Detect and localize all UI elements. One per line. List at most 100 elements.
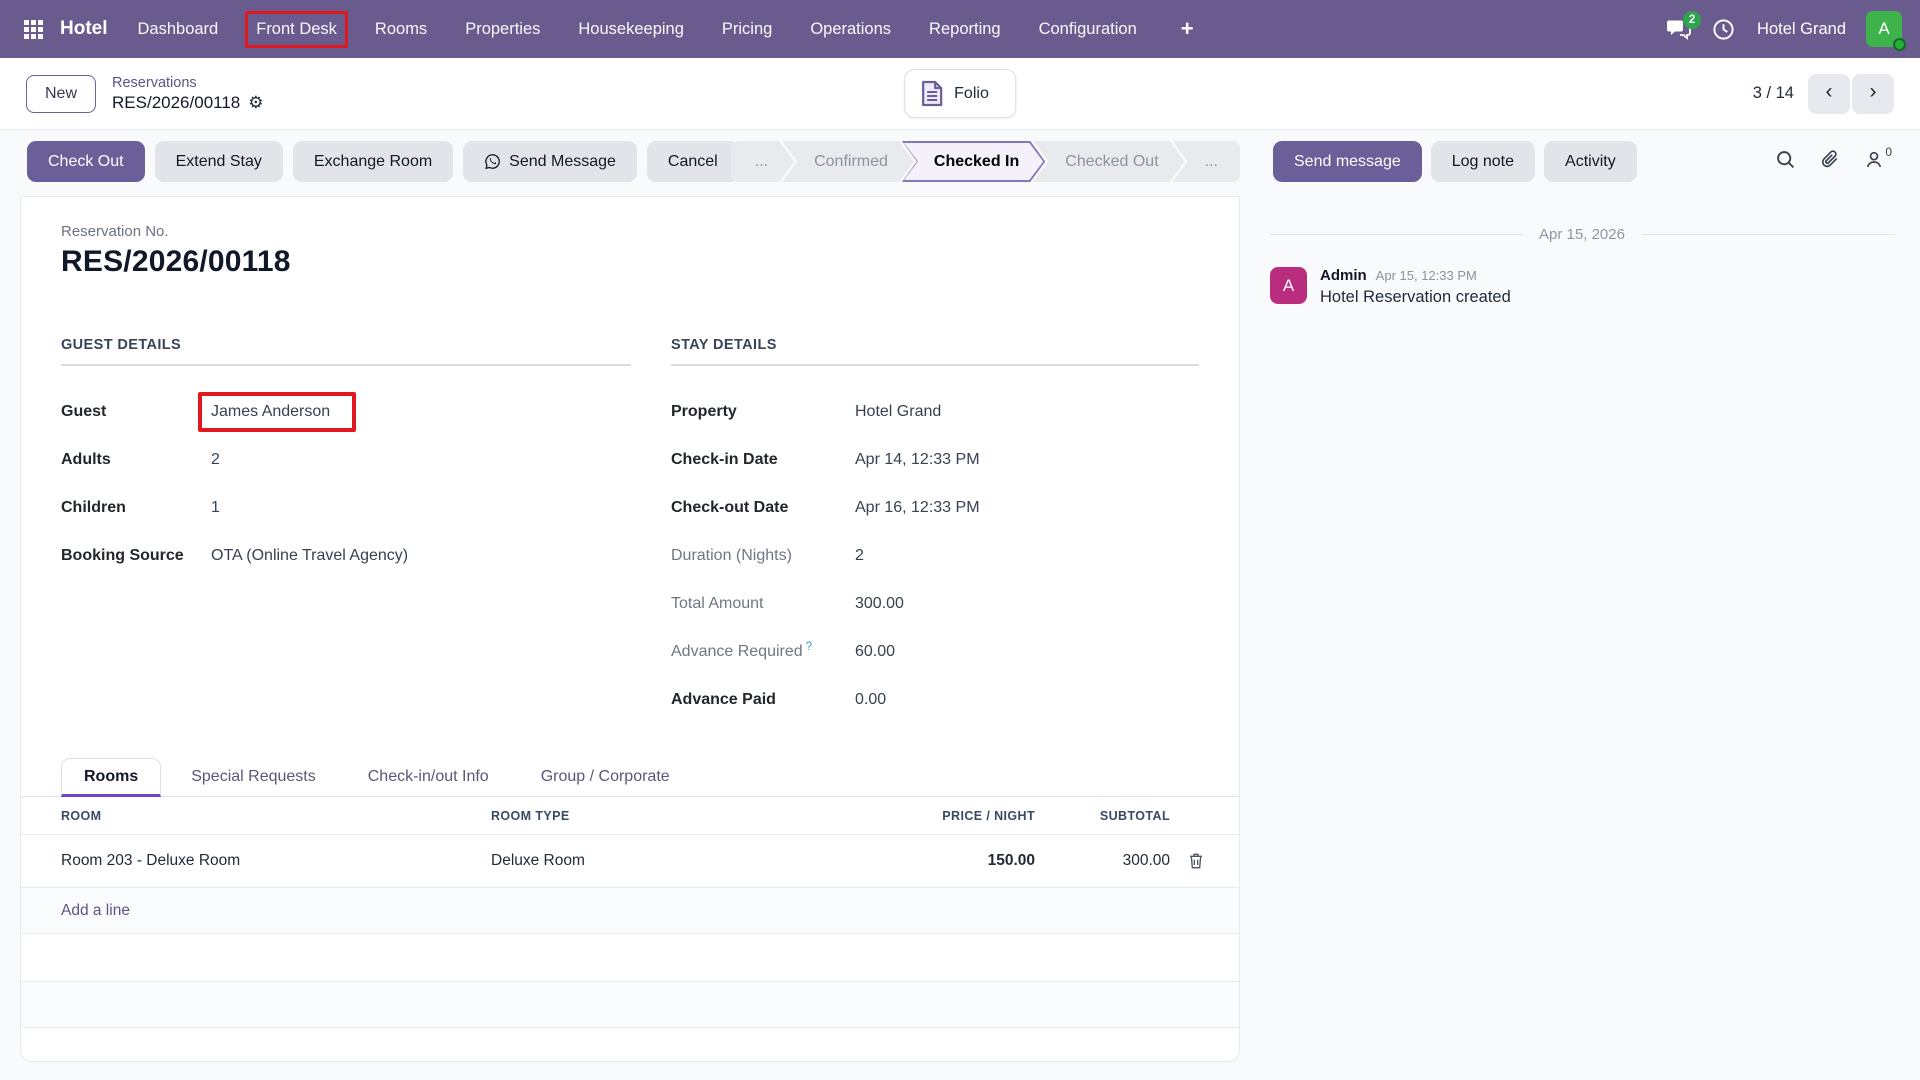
- room-cell[interactable]: Room 203 - Deluxe Room: [61, 852, 241, 869]
- menu-reporting[interactable]: Reporting: [929, 19, 1001, 38]
- menu-housekeeping[interactable]: Housekeeping: [578, 19, 684, 38]
- field-check-out-date: Check-out Date Apr 16, 12:33 PM: [671, 488, 1199, 528]
- price-night-column-header: PRICE / NIGHT: [942, 808, 1035, 823]
- booking-source-value[interactable]: OTA (Online Travel Agency): [211, 547, 409, 564]
- top-navbar: Hotel Dashboard Front Desk Rooms Propert…: [0, 0, 1920, 58]
- breadcrumb-reservations-link[interactable]: Reservations: [112, 74, 197, 91]
- message-body: Hotel Reservation created: [1320, 288, 1511, 306]
- reservation-no-label: Reservation No.: [61, 223, 169, 240]
- tab-rooms[interactable]: Rooms: [61, 758, 162, 797]
- chatter-send-message-button[interactable]: Send message: [1273, 141, 1422, 182]
- help-question-icon[interactable]: ?: [805, 641, 813, 653]
- folio-document-icon: [921, 80, 943, 107]
- property-value[interactable]: Hotel Grand: [855, 403, 942, 420]
- send-message-whatsapp-button[interactable]: Send Message: [463, 141, 637, 182]
- status-step-confirmed[interactable]: Confirmed: [782, 141, 914, 182]
- menu-dashboard[interactable]: Dashboard: [137, 19, 219, 38]
- field-property: Property Hotel Grand: [671, 392, 1199, 432]
- message-timestamp: Apr 15, 12:33 PM: [1375, 268, 1477, 283]
- field-advance-paid: Advance Paid 0.00: [671, 680, 1199, 720]
- message-count-badge: 2: [1683, 11, 1702, 29]
- room-type-column-header: ROOM TYPE: [491, 808, 570, 823]
- gear-icon[interactable]: ⚙: [248, 92, 264, 112]
- send-message-whatsapp-label: Send Message: [509, 152, 616, 170]
- status-step-left-ellipsis[interactable]: ...: [731, 141, 794, 182]
- notebook-tabs: Rooms Special Requests Check-in/out Info…: [21, 758, 1239, 797]
- menu-rooms[interactable]: Rooms: [374, 19, 428, 38]
- guest-name-value[interactable]: James Anderson: [198, 392, 357, 432]
- field-total-amount: Total Amount 300.00: [671, 584, 1199, 624]
- children-value[interactable]: 1: [211, 499, 220, 516]
- status-step-checked-out[interactable]: Checked Out: [1033, 141, 1184, 182]
- guest-details-section: GUEST DETAILS Guest James Anderson Adult…: [61, 337, 631, 728]
- pager-next-button[interactable]: ›: [1852, 73, 1894, 114]
- chatter-activity-button[interactable]: Activity: [1544, 141, 1637, 182]
- empty-table-row: [21, 982, 1239, 1028]
- extend-stay-button[interactable]: Extend Stay: [154, 141, 283, 182]
- chatter-log-note-button[interactable]: Log note: [1430, 141, 1536, 182]
- app-name[interactable]: Hotel: [60, 18, 108, 39]
- user-status-dot: [1893, 38, 1906, 51]
- folio-button-label: Folio: [954, 84, 989, 102]
- followers-icon[interactable]: 0: [1864, 145, 1892, 170]
- menu-properties[interactable]: Properties: [465, 19, 541, 38]
- add-a-line-link[interactable]: Add a line: [21, 888, 1239, 934]
- field-advance-required: Advance Required? 60.00: [671, 632, 1199, 672]
- delete-row-trash-icon[interactable]: [1170, 852, 1204, 870]
- messages-icon[interactable]: 2: [1666, 11, 1702, 40]
- control-panel: New Reservations RES/2026/00118 ⚙ Folio …: [0, 58, 1920, 130]
- annotation-guest-name: [198, 392, 357, 432]
- room-type-cell[interactable]: Deluxe Room: [491, 852, 585, 869]
- check-in-date-label: Check-in Date: [671, 451, 778, 468]
- apps-grid-icon[interactable]: [14, 10, 52, 48]
- new-button[interactable]: New: [26, 74, 97, 113]
- user-avatar[interactable]: A: [1866, 11, 1906, 51]
- check-out-date-value[interactable]: Apr 16, 12:33 PM: [855, 499, 980, 516]
- field-booking-source: Booking Source OTA (Online Travel Agency…: [61, 536, 631, 576]
- tab-special-requests[interactable]: Special Requests: [191, 768, 316, 785]
- adults-value[interactable]: 2: [211, 451, 220, 468]
- user-avatar-initial: A: [1878, 19, 1890, 38]
- menu-operations[interactable]: Operations: [810, 19, 892, 38]
- room-table-row[interactable]: Room 203 - Deluxe Room Deluxe Room 150.0…: [21, 835, 1239, 888]
- menu-configuration[interactable]: Configuration: [1038, 19, 1137, 38]
- cancel-button[interactable]: Cancel: [646, 141, 739, 182]
- booking-source-label: Booking Source: [61, 547, 184, 564]
- company-name[interactable]: Hotel Grand: [1757, 19, 1846, 38]
- reservation-number-title: RES/2026/00118: [61, 245, 291, 278]
- field-duration-nights: Duration (Nights) 2: [671, 536, 1199, 576]
- menu-pricing[interactable]: Pricing: [721, 19, 773, 38]
- add-menu-icon[interactable]: +: [1180, 16, 1194, 41]
- attachment-paperclip-icon[interactable]: [1820, 148, 1840, 170]
- menu-front-desk[interactable]: Front Desk: [245, 10, 348, 48]
- rooms-table-header: ROOM ROOM TYPE PRICE / NIGHT SUBTOTAL: [21, 797, 1239, 835]
- subtotal-cell: 300.00: [1122, 852, 1170, 869]
- pager-previous-button[interactable]: ‹: [1808, 73, 1850, 114]
- advance-paid-value[interactable]: 0.00: [855, 691, 887, 708]
- price-night-cell[interactable]: 150.00: [987, 852, 1035, 869]
- activity-clock-icon[interactable]: [1712, 18, 1735, 41]
- field-children: Children 1: [61, 488, 631, 528]
- status-step-checked-in[interactable]: Checked In: [902, 141, 1045, 182]
- total-amount-label: Total Amount: [671, 595, 764, 612]
- annotation-front-desk: [245, 10, 348, 48]
- advance-required-value: 60.00: [855, 643, 896, 660]
- breadcrumb-current-record: RES/2026/00118: [112, 92, 241, 112]
- property-label: Property: [671, 403, 737, 420]
- empty-table-row: [21, 934, 1239, 982]
- stay-details-heading: STAY DETAILS: [671, 337, 1199, 366]
- tab-check-in-out-info[interactable]: Check-in/out Info: [367, 768, 489, 785]
- follower-count: 0: [1885, 144, 1892, 159]
- folio-button[interactable]: Folio: [904, 69, 1016, 118]
- subtotal-column-header: SUBTOTAL: [1099, 808, 1170, 823]
- advance-required-label: Advance Required?: [671, 641, 813, 660]
- search-icon[interactable]: [1775, 149, 1796, 170]
- field-adults: Adults 2: [61, 440, 631, 480]
- pager-count: 3 / 14: [1752, 84, 1794, 102]
- check-in-date-value[interactable]: Apr 14, 12:33 PM: [855, 451, 980, 468]
- check-out-button[interactable]: Check Out: [27, 141, 145, 182]
- exchange-room-button[interactable]: Exchange Room: [292, 141, 454, 182]
- tab-group-corporate[interactable]: Group / Corporate: [540, 768, 670, 785]
- message-author-avatar[interactable]: A: [1270, 267, 1307, 304]
- message-author[interactable]: Admin: [1320, 267, 1367, 284]
